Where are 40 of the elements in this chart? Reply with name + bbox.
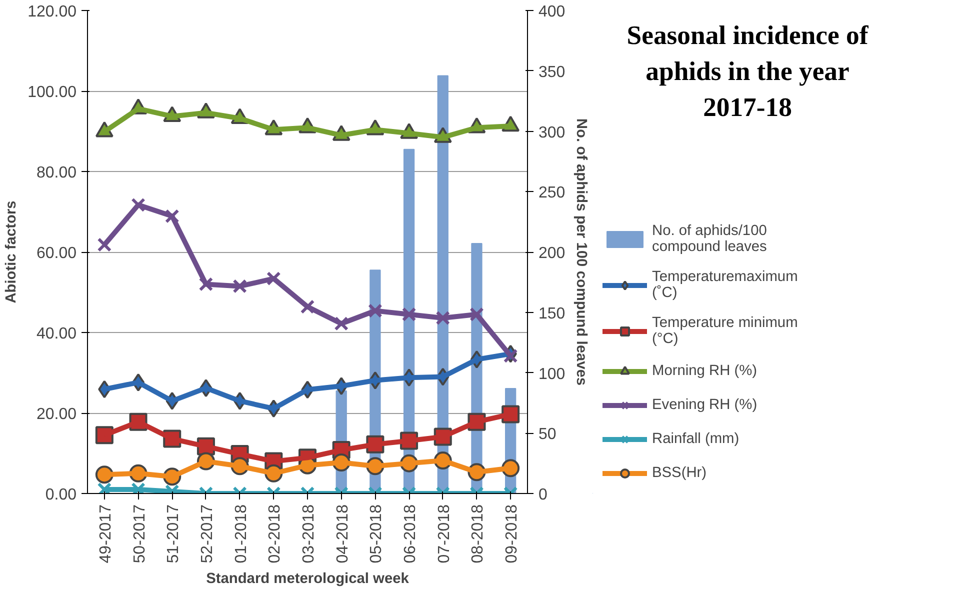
legend-label: No. of aphids/100 compound leaves — [652, 223, 767, 255]
y2-tick-label: 200 — [538, 245, 566, 262]
x-axis-title: Standard meterological week — [206, 571, 410, 588]
x-tick-label: 52-2017 — [198, 504, 216, 564]
y2-axis-title: No. of aphids per 100 compund leaves — [573, 118, 590, 386]
x-tick-label: 50-2017 — [131, 504, 148, 564]
legend-label: Temperature minimum (°C) — [652, 315, 798, 347]
y-tick-label: 60.00 — [36, 245, 77, 262]
legend-label: Evening RH (%) — [652, 397, 758, 413]
text: Seasonal incidence of aphids in the year 2017-18 — [626, 20, 870, 122]
y2-tick-label: 250 — [538, 184, 566, 202]
y-axis-title: Abiotic factors — [4, 200, 20, 304]
y-tick-label: 80.00 — [36, 164, 77, 182]
y-tick-label: 100.00 — [28, 84, 77, 101]
y2-tick-label: 400 — [538, 4, 566, 20]
x-tick-label: 09-2018 — [504, 504, 521, 564]
y-tick-label: 20.00 — [36, 406, 77, 423]
x-tick-label: 01-2018 — [232, 504, 250, 564]
x-tick-label: 08-2018 — [470, 504, 487, 564]
x-tick-label: 02-2018 — [266, 504, 284, 564]
y2-tick-label: 100 — [538, 366, 566, 383]
x-tick-label: 06-2018 — [402, 504, 420, 564]
y-tick-label: 40.00 — [36, 326, 77, 342]
x-tick-label: 49-2017 — [97, 504, 114, 564]
y2-tick-label: 150 — [538, 305, 566, 322]
legend-label: Rainfall (mm) — [652, 431, 740, 447]
x-tick-label: 05-2018 — [368, 504, 386, 564]
x-tick-label: 07-2018 — [436, 504, 453, 564]
y2-tick-label: 0 — [538, 486, 548, 504]
legend-label: BSS(Hr) — [652, 465, 707, 481]
x-tick-label: 51-2017 — [165, 504, 182, 564]
y-tick-label: 120.00 — [28, 4, 77, 20]
x-tick-label: 04-2018 — [334, 504, 352, 564]
legend-label: Morning RH (%) — [652, 363, 758, 379]
x-tick-label: 03-2018 — [300, 504, 318, 564]
y2-tick-label: 350 — [538, 64, 566, 81]
y-tick-label: 0.00 — [45, 486, 77, 504]
legend-label: Temperaturemaximum (˚C) — [652, 269, 798, 301]
y2-tick-label: 300 — [538, 124, 566, 142]
y2-tick-label: 50 — [538, 426, 556, 444]
